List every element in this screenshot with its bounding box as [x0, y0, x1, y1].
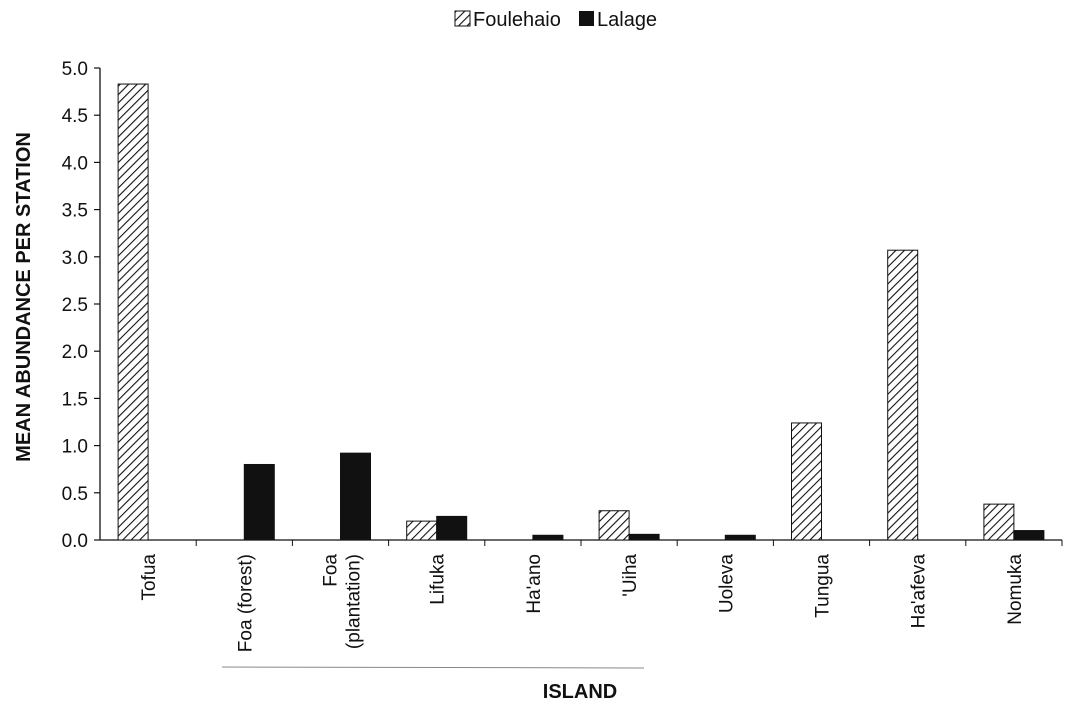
y-tick-label: 2.5	[62, 295, 88, 316]
y-tick-label: 2.0	[62, 342, 88, 363]
bar-lalage-5	[628, 533, 660, 541]
y-tick-label: 3.5	[62, 201, 88, 222]
legend-label-lalage: Lalage	[597, 9, 657, 31]
y-tick-label: 0.0	[62, 531, 88, 552]
bar-lalage-6	[724, 534, 756, 541]
label-underline	[221, 666, 645, 669]
y-tick-label: 3.0	[62, 248, 88, 269]
bar-lalage-2	[340, 452, 371, 541]
bar-foulehaio-3	[406, 520, 438, 541]
y-ticks: 0.0 0.5 1.0 1.5 2.0 2.5 3.0 3.5 4.0 4.5 5.0	[62, 59, 100, 552]
bar-lalage-1	[243, 463, 275, 541]
y-tick-label: 4.0	[62, 153, 88, 174]
y-tick-label: 1.5	[62, 389, 88, 410]
x-tick-label: Nomuka	[1005, 554, 1026, 625]
bar-foulehaio-7	[791, 422, 822, 541]
bar-lalage-3	[436, 515, 468, 541]
legend-swatch-lalage	[579, 11, 594, 26]
x-tick-label: Foa (plantation)	[321, 554, 365, 649]
bar-foulehaio-9	[983, 503, 1015, 541]
x-tick-label: Foa (forest)	[235, 554, 256, 652]
legend: Foulehaio Lalage	[454, 9, 657, 31]
y-tick-label: 0.5	[62, 484, 88, 505]
x-tick-label: Tungua	[813, 554, 834, 618]
y-axis-title: MEAN ABUNDANCE PER STATION	[13, 132, 35, 462]
bar-lalage-9	[1013, 530, 1045, 541]
x-tick-label: Lifuka	[428, 554, 449, 605]
x-tick-label: Tofua	[139, 554, 160, 601]
y-tick-label: 4.5	[62, 106, 88, 127]
x-tick-label: Ha'afeva	[909, 554, 930, 629]
x-tick-label: Uoleva	[716, 554, 737, 614]
legend-swatch-foulehaio	[454, 10, 471, 27]
x-tick-label: Ha'ano	[524, 554, 545, 614]
x-axis-title: ISLAND	[543, 681, 617, 701]
bars	[117, 83, 1045, 541]
x-tick-label: 'Uiha	[620, 554, 641, 597]
bar-foulehaio-8	[887, 249, 919, 541]
x-tick-labels: Tofua Foa (forest) Foa (plantation) Lifuka Ha…	[139, 540, 1063, 652]
y-tick-label: 1.0	[62, 437, 88, 458]
legend-label-foulehaio: Foulehaio	[473, 9, 561, 31]
bar-foulehaio-5	[598, 510, 630, 541]
y-tick-label: 5.0	[62, 59, 88, 80]
bar-lalage-4	[532, 534, 564, 541]
bar-foulehaio-0	[117, 83, 149, 541]
